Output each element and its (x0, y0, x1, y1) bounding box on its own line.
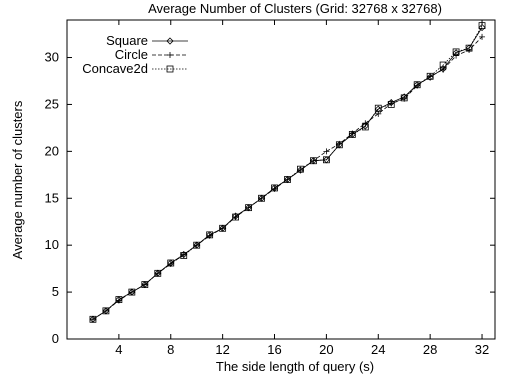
x-tick-label: 28 (423, 342, 437, 357)
data-point (141, 281, 148, 288)
data-point (323, 148, 330, 155)
data-point (167, 259, 175, 267)
data-point (348, 131, 356, 138)
data-point (322, 156, 330, 164)
data-point (180, 252, 188, 259)
x-tick-label: 24 (371, 342, 385, 357)
y-tick-label: 5 (52, 284, 59, 299)
y-tick-label: 30 (45, 50, 59, 65)
data-point (375, 110, 382, 117)
data-point (374, 104, 382, 112)
legend-label: Concave2d (82, 61, 148, 76)
plot-frame (66, 19, 496, 340)
data-point (413, 81, 421, 89)
data-point (310, 157, 317, 165)
data-point (478, 23, 486, 32)
chart-title: Average Number of Clusters (Grid: 32768 … (148, 1, 442, 16)
legend-marker (166, 65, 174, 73)
y-tick-label: 25 (45, 96, 59, 111)
data-point (193, 241, 201, 249)
y-tick-label: 20 (45, 143, 59, 158)
data-point (141, 281, 149, 288)
data-point (258, 194, 265, 202)
data-point (427, 73, 434, 80)
series-line (92, 25, 483, 320)
data-point (115, 296, 123, 303)
data-point (245, 204, 252, 212)
data-point (400, 94, 408, 102)
y-axis-label: Average number of clusters (10, 100, 25, 259)
legend-marker (166, 37, 174, 45)
y-tick-label: 15 (45, 190, 59, 205)
series-circle (89, 33, 486, 323)
data-point (453, 52, 460, 59)
data-point (219, 224, 227, 232)
data-point (387, 101, 395, 108)
data-point (128, 288, 136, 296)
x-tick-label: 4 (115, 342, 122, 357)
x-tick-label: 20 (319, 342, 333, 357)
axis-ticks: 4 8 12 16 20 24 28 32 0 5 10 15 20 25 30 (45, 20, 495, 357)
data-point (335, 141, 343, 149)
y-tick-label: 10 (45, 237, 59, 252)
data-point (426, 72, 434, 80)
legend-label: Circle (115, 47, 148, 62)
x-tick-label: 8 (167, 342, 174, 357)
data-point (206, 231, 214, 239)
x-tick-label: 32 (475, 342, 489, 357)
data-point (89, 315, 97, 323)
data-point (284, 176, 291, 183)
y-tick-label: 0 (52, 331, 59, 346)
data-point (452, 48, 460, 56)
data-point (102, 307, 110, 315)
data-point (128, 289, 135, 296)
legend-marker (167, 52, 173, 58)
x-axis-label: The side length of query (s) (216, 359, 374, 374)
data-point (297, 165, 304, 173)
series-concave2d (89, 22, 486, 323)
data-point (232, 214, 239, 221)
data-point (466, 47, 473, 54)
x-tick-label: 16 (267, 342, 281, 357)
data-point (362, 120, 369, 127)
data-point (465, 44, 473, 52)
x-tick-label: 12 (215, 342, 229, 357)
data-point (271, 184, 278, 192)
data-point (232, 213, 240, 221)
data-point (154, 269, 162, 277)
series-line (92, 27, 483, 320)
data-point (439, 61, 447, 69)
legend-label: Square (106, 33, 148, 48)
data-point (361, 123, 369, 131)
data-point (479, 33, 486, 40)
series-square (89, 23, 486, 323)
data-point (478, 22, 486, 30)
series-group (89, 22, 486, 323)
data-point (193, 242, 200, 249)
data-point (154, 270, 161, 277)
